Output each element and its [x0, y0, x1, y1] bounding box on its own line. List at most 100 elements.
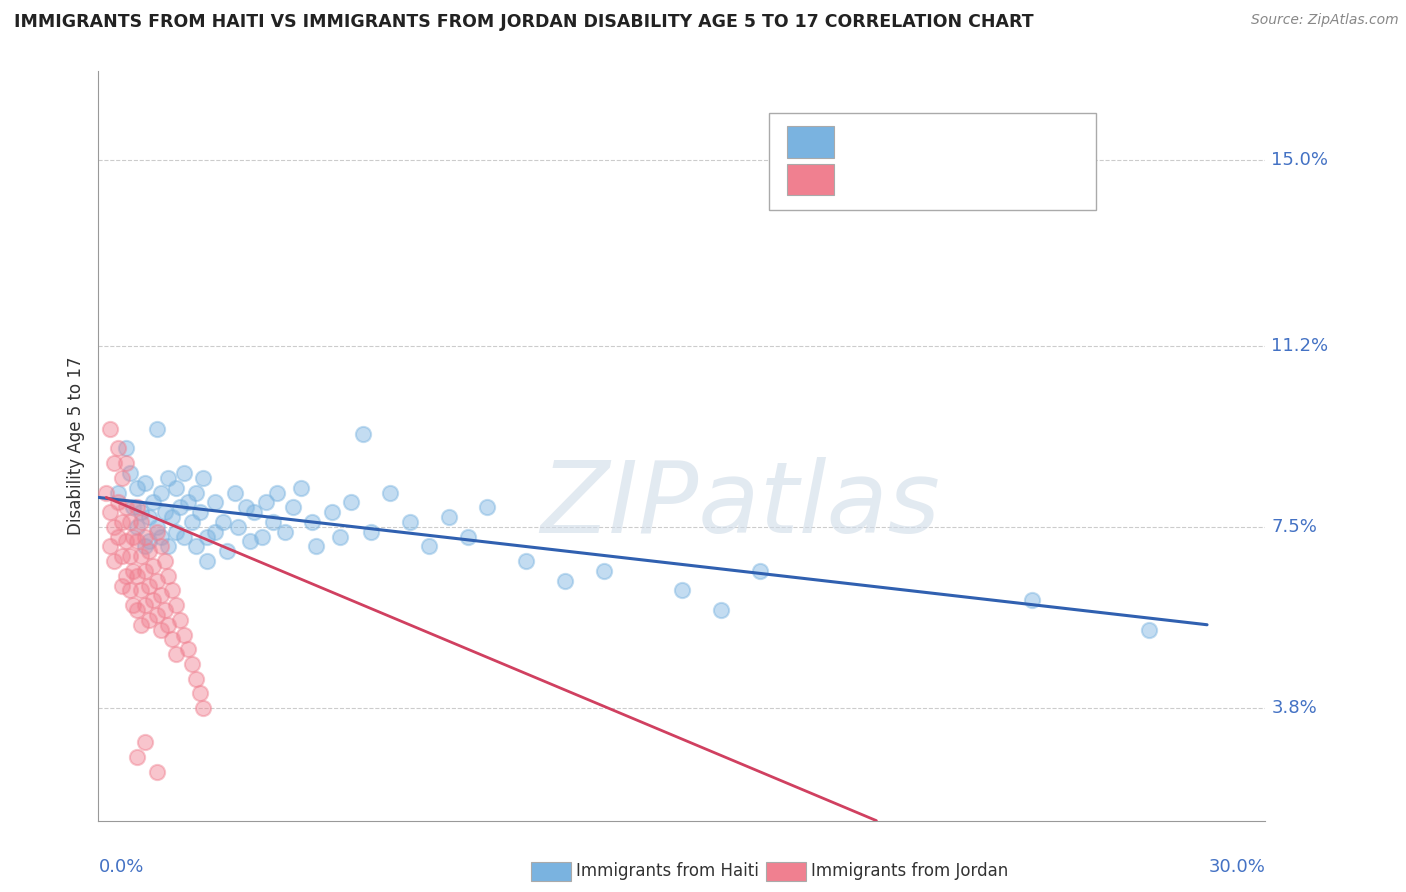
- Point: [107, 485, 129, 500]
- Point: [184, 672, 207, 686]
- Point: [173, 530, 195, 544]
- FancyBboxPatch shape: [769, 112, 1097, 210]
- Text: 0.0%: 0.0%: [98, 858, 143, 876]
- Point: [138, 510, 160, 524]
- Text: 3.8%: 3.8%: [1271, 699, 1317, 717]
- Point: [118, 583, 141, 598]
- Point: [111, 578, 134, 592]
- Text: Immigrants from Jordan: Immigrants from Jordan: [811, 863, 1008, 880]
- Point: [243, 505, 266, 519]
- Point: [184, 540, 207, 554]
- Point: [107, 530, 129, 544]
- Point: [129, 549, 152, 564]
- Point: [122, 598, 145, 612]
- Point: [360, 524, 382, 539]
- Point: [127, 534, 149, 549]
- Point: [138, 534, 160, 549]
- Point: [188, 686, 211, 700]
- Point: [162, 632, 184, 647]
- Point: [98, 505, 121, 519]
- Point: [153, 603, 176, 617]
- Point: [250, 530, 273, 544]
- Point: [134, 564, 156, 578]
- Point: [146, 422, 169, 436]
- Point: [162, 510, 184, 524]
- Point: [180, 515, 202, 529]
- Text: IMMIGRANTS FROM HAITI VS IMMIGRANTS FROM JORDAN DISABILITY AGE 5 TO 17 CORRELATI: IMMIGRANTS FROM HAITI VS IMMIGRANTS FROM…: [14, 13, 1033, 31]
- Point: [149, 623, 172, 637]
- Point: [122, 564, 145, 578]
- Point: [134, 475, 156, 490]
- Point: [127, 568, 149, 582]
- Point: [127, 603, 149, 617]
- Point: [262, 515, 284, 529]
- Point: [195, 554, 218, 568]
- Point: [107, 495, 129, 509]
- Point: [153, 505, 176, 519]
- Point: [165, 481, 187, 495]
- Point: [118, 549, 141, 564]
- Point: [169, 613, 191, 627]
- Point: [457, 530, 479, 544]
- Point: [153, 554, 176, 568]
- Point: [146, 574, 169, 588]
- Point: [134, 735, 156, 749]
- Text: R = -0.399   N = 64: R = -0.399 N = 64: [845, 170, 1022, 188]
- Point: [593, 564, 616, 578]
- Point: [418, 540, 440, 554]
- Point: [281, 500, 304, 515]
- Point: [142, 593, 165, 607]
- Point: [807, 182, 830, 196]
- Point: [111, 471, 134, 485]
- Point: [98, 422, 121, 436]
- Point: [114, 568, 136, 582]
- Point: [554, 574, 576, 588]
- Point: [103, 456, 125, 470]
- Y-axis label: Disability Age 5 to 17: Disability Age 5 to 17: [66, 357, 84, 535]
- Text: 15.0%: 15.0%: [1271, 151, 1329, 169]
- Point: [122, 500, 145, 515]
- Point: [129, 505, 152, 519]
- Point: [129, 515, 152, 529]
- Point: [96, 485, 118, 500]
- Point: [188, 505, 211, 519]
- Point: [142, 495, 165, 509]
- Point: [149, 485, 172, 500]
- Point: [98, 540, 121, 554]
- Point: [134, 530, 156, 544]
- Point: [127, 750, 149, 764]
- Text: Immigrants from Haiti: Immigrants from Haiti: [576, 863, 759, 880]
- Point: [180, 657, 202, 671]
- Point: [134, 598, 156, 612]
- Point: [142, 559, 165, 574]
- Point: [127, 500, 149, 515]
- Point: [437, 510, 460, 524]
- Point: [380, 485, 402, 500]
- Point: [149, 540, 172, 554]
- Point: [477, 500, 499, 515]
- Point: [177, 495, 200, 509]
- Point: [195, 530, 218, 544]
- Text: 30.0%: 30.0%: [1209, 858, 1265, 876]
- Point: [193, 471, 215, 485]
- Point: [165, 524, 187, 539]
- Point: [274, 524, 297, 539]
- Point: [398, 515, 420, 529]
- Point: [111, 515, 134, 529]
- Point: [671, 583, 693, 598]
- Point: [149, 588, 172, 602]
- Text: ZIPatlas: ZIPatlas: [540, 458, 941, 555]
- Point: [301, 515, 323, 529]
- Point: [340, 495, 363, 509]
- Point: [114, 500, 136, 515]
- Point: [165, 647, 187, 661]
- Point: [157, 568, 180, 582]
- Point: [321, 505, 343, 519]
- Point: [111, 549, 134, 564]
- Point: [103, 554, 125, 568]
- Point: [1021, 593, 1043, 607]
- Point: [204, 524, 226, 539]
- Point: [114, 534, 136, 549]
- Point: [162, 583, 184, 598]
- Point: [157, 540, 180, 554]
